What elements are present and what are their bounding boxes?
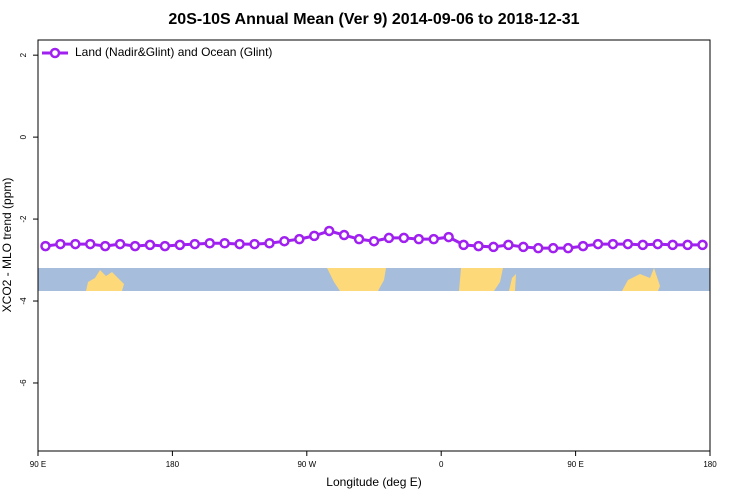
point [667, 239, 678, 251]
point [592, 238, 604, 250]
point [383, 232, 395, 244]
x-tick-label: 90 E [567, 460, 583, 469]
x-tick-label: 90 W [297, 460, 316, 469]
point [279, 235, 290, 247]
y-tick-label: -6 [19, 379, 28, 387]
point [503, 239, 514, 251]
point [338, 229, 350, 241]
land [509, 274, 516, 291]
point [488, 241, 499, 253]
point [144, 239, 156, 251]
y-tick-label: -4 [19, 297, 28, 305]
x-axis-label: Longitude (deg E) [326, 475, 421, 489]
point [189, 238, 201, 250]
point [682, 239, 693, 251]
point [70, 238, 81, 250]
point [219, 237, 230, 249]
point [174, 239, 186, 251]
y-tick-label: 0 [19, 134, 28, 139]
point [533, 242, 544, 254]
point [652, 238, 663, 250]
x-tick-label: 90 E [30, 460, 46, 469]
plot-frame [37, 39, 711, 452]
point [309, 230, 320, 242]
x-tick-label: 180 [166, 460, 180, 469]
point [234, 238, 245, 250]
point [473, 240, 484, 252]
y-tick-label: 2 [19, 52, 28, 57]
point [114, 238, 126, 250]
legend-marker [49, 47, 61, 59]
point [294, 233, 305, 245]
point [40, 240, 51, 252]
point [413, 233, 425, 245]
y-axis-label: XCO2 - MLO trend (ppm) [0, 178, 14, 313]
point [562, 242, 574, 254]
map-band [38, 268, 710, 291]
point [249, 238, 260, 250]
point [458, 239, 469, 251]
chart-title: 20S-10S Annual Mean (Ver 9) 2014-09-06 t… [168, 11, 579, 28]
land [86, 270, 124, 291]
land [622, 268, 660, 291]
land [459, 268, 503, 291]
point [398, 232, 410, 244]
point [85, 238, 96, 250]
land [327, 268, 386, 291]
y-tick-label: -2 [19, 215, 28, 223]
point [637, 239, 649, 251]
point [428, 233, 439, 245]
point [323, 225, 335, 237]
x-tick-label: 0 [439, 460, 444, 469]
point [99, 240, 111, 252]
point [622, 238, 634, 250]
point [159, 240, 171, 252]
x-tick-label: 180 [703, 460, 717, 469]
point [129, 240, 141, 252]
point [697, 239, 708, 251]
point [204, 237, 215, 249]
point [264, 237, 275, 249]
point [55, 238, 66, 250]
point [518, 241, 529, 253]
legend-label: Land (Nadir&Glint) and Ocean (Glint) [75, 45, 272, 59]
point [577, 240, 589, 252]
point [547, 242, 559, 254]
point [443, 231, 454, 243]
point [607, 238, 619, 250]
point [353, 233, 365, 245]
point [368, 235, 380, 247]
